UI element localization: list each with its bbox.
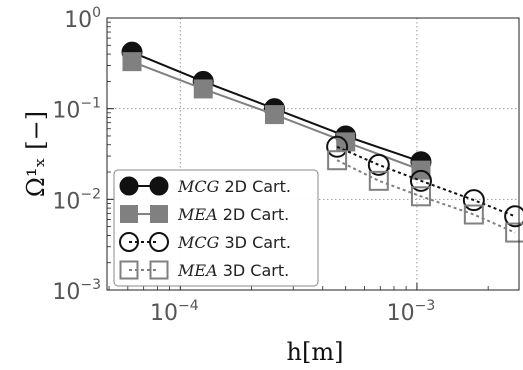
y-tick-label: 10−2 — [52, 186, 101, 214]
data-point-mcg3d — [326, 135, 349, 158]
legend-box — [113, 169, 319, 287]
data-point-mea2d — [193, 79, 213, 99]
y-tick-label: 10−3 — [52, 277, 101, 305]
series-mea3d — [327, 150, 523, 243]
x-tick-label: 10−4 — [150, 298, 199, 326]
series-mea2d — [122, 52, 431, 180]
data-point-mcg3d — [504, 205, 523, 228]
y-tick-exponent: −1 — [80, 96, 101, 112]
legend-method: MCG — [177, 233, 220, 252]
legend-marker — [149, 176, 169, 196]
y-tick-base: 10 — [52, 189, 80, 214]
series-mcg3d — [326, 135, 523, 228]
legend-entry-mcg2d: MCG 2D Cart. — [119, 176, 291, 196]
legend-marker — [119, 260, 139, 280]
data-point-mcg3d — [409, 169, 432, 192]
y-tick-base: 10 — [52, 99, 80, 124]
data-point-mea3d — [463, 204, 484, 225]
plot-frame — [106, 17, 520, 291]
legend-marker — [149, 260, 169, 280]
legend-marker — [150, 205, 168, 223]
data-point-mea2d — [264, 105, 284, 125]
series-line-mea3d — [336, 159, 516, 234]
data-point-mea3d — [505, 222, 523, 243]
legend-method: MCG — [177, 177, 220, 196]
x-tick-base: 10 — [387, 301, 415, 326]
data-point-mcg3d — [367, 153, 390, 176]
x-tick-exponent: −3 — [415, 298, 436, 314]
data-point-mea3d — [368, 170, 389, 191]
y-axis-label: Ω¹ₓ [−] — [22, 111, 50, 197]
legend-marker — [119, 176, 139, 196]
data-point-mea3d — [327, 150, 348, 171]
data-point-mea3d — [410, 186, 431, 207]
y-tick-exponent: −3 — [80, 277, 101, 293]
y-tick-base: 10 — [64, 8, 92, 33]
x-tick-base: 10 — [150, 301, 178, 326]
y-tick-exponent: −2 — [80, 186, 101, 202]
y-tick-label: 10−1 — [52, 96, 101, 124]
legend-label: MCG 2D Cart. — [177, 177, 291, 196]
legend-suffix: 2D Cart. — [219, 177, 291, 196]
legend-marker — [119, 232, 139, 252]
legend-suffix: 3D Cart. — [219, 233, 291, 252]
data-point-mea2d — [122, 52, 142, 72]
legend: MCG 2D Cart.MEA 2D Cart.MCG 3D Cart.MEA … — [113, 169, 319, 287]
series-layer — [121, 41, 523, 243]
data-point-mcg3d — [462, 189, 485, 212]
y-tick-exponent: 0 — [92, 5, 101, 21]
legend-label: MCG 3D Cart. — [177, 233, 291, 252]
legend-method: MEA — [177, 261, 218, 280]
legend-marker — [149, 232, 169, 252]
y-tick-base: 10 — [52, 280, 80, 305]
legend-label: MEA 2D Cart. — [177, 205, 289, 224]
legend-marker — [120, 205, 138, 223]
x-axis-label: h[m] — [287, 338, 344, 366]
legend-entry-mcg3d: MCG 3D Cart. — [119, 232, 291, 252]
legend-label: MEA 3D Cart. — [177, 261, 289, 280]
legend-method: MEA — [177, 205, 218, 224]
legend-suffix: 2D Cart. — [218, 205, 290, 224]
series-line-mcg3d — [336, 145, 516, 218]
legend-suffix: 3D Cart. — [218, 261, 290, 280]
x-tick-label: 10−3 — [387, 298, 436, 326]
axis-labels: h[m] Ω¹ₓ [−] — [22, 111, 343, 366]
legend-entry-mea2d: MEA 2D Cart. — [120, 205, 289, 224]
x-tick-exponent: −4 — [178, 298, 199, 314]
legend-entry-mea3d: MEA 3D Cart. — [119, 260, 289, 280]
y-tick-label: 100 — [64, 5, 101, 33]
